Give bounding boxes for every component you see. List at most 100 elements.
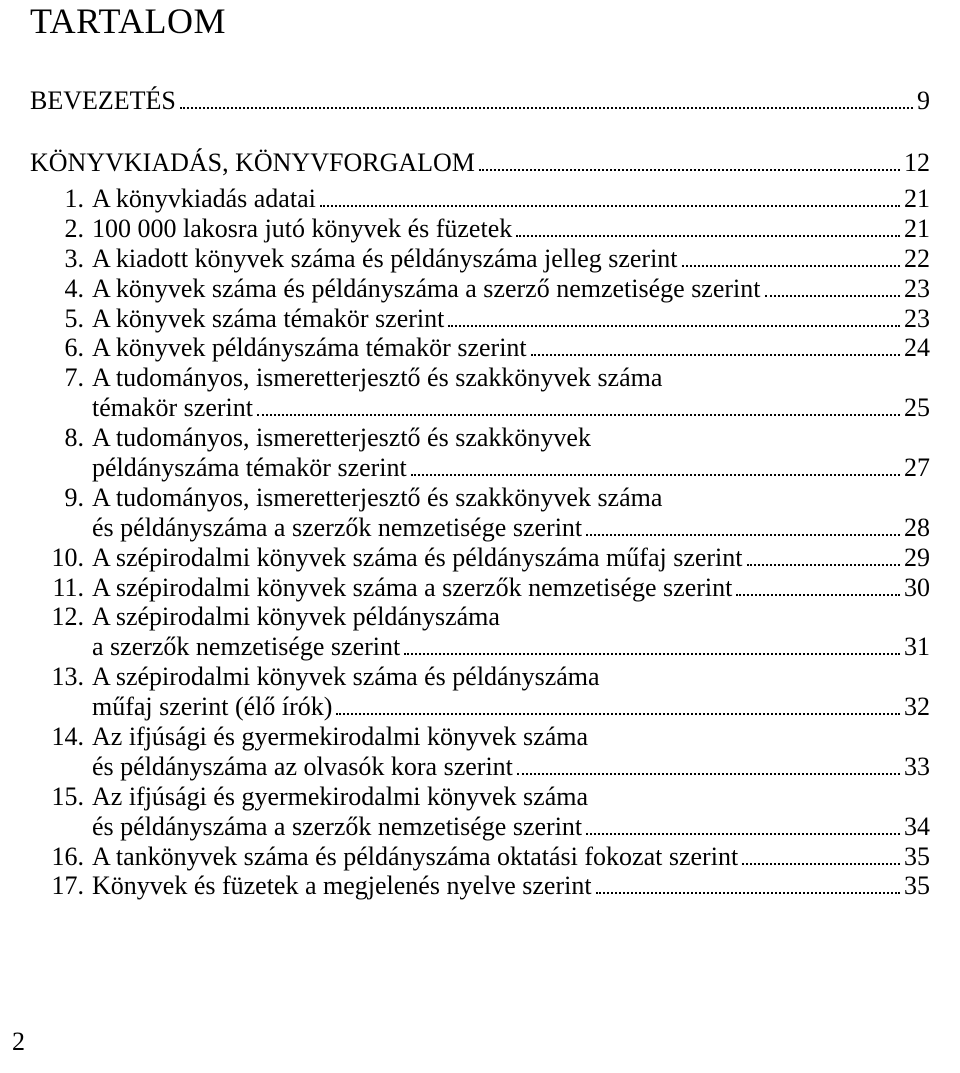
leader-dots <box>336 713 900 715</box>
toc-entry: 17.Könyvek és füzetek a megjelenés nyelv… <box>30 871 930 901</box>
toc-entry-label: A kiadott könyvek száma és példányszáma … <box>92 244 678 274</box>
toc-entry-page: 35 <box>904 871 930 901</box>
page-title: TARTALOM <box>30 0 930 42</box>
toc-section-bevezetes: BEVEZETÉS 9 <box>30 86 930 116</box>
toc-entry-label: és példányszáma az olvasók kora szerint <box>92 752 513 782</box>
toc-entry-number: 1. <box>30 184 92 214</box>
toc-entry-continuation: példányszáma témakör szerint 27 <box>30 453 930 483</box>
toc-entry-label: A szépirodalmi könyvek száma és példánys… <box>92 662 600 692</box>
toc-entry: 8.A tudományos, ismeretterjesztő és szak… <box>30 423 930 453</box>
leader-dots <box>257 414 900 416</box>
toc-entry-page: 23 <box>904 274 930 304</box>
toc-entry-label: A könyvek száma témakör szerint <box>92 304 444 334</box>
toc-entry-label: és példányszáma a szerzők nemzetisége sz… <box>92 812 582 842</box>
toc-entry-label: a szerzők nemzetisége szerint <box>92 632 400 662</box>
leader-dots <box>320 205 900 207</box>
toc-entry-page: 23 <box>904 304 930 334</box>
toc-entry: 14.Az ifjúsági és gyermekirodalmi könyve… <box>30 722 930 752</box>
leader-dots <box>742 863 900 865</box>
toc-entry-label: A szépirodalmi könyvek példányszáma <box>92 602 500 632</box>
leader-dots <box>411 474 900 476</box>
toc-entry-number: 8. <box>30 423 92 453</box>
toc-entry: 10.A szépirodalmi könyvek száma és példá… <box>30 543 930 573</box>
toc-entry: 5.A könyvek száma témakör szerint 23 <box>30 304 930 334</box>
toc-entry: 9.A tudományos, ismeretterjesztő és szak… <box>30 483 930 513</box>
toc-entry-number: 9. <box>30 483 92 513</box>
leader-dots <box>736 594 900 596</box>
toc-entry-number: 3. <box>30 244 92 274</box>
toc-entries: 1.A könyvkiadás adatai212.100 000 lakosr… <box>30 184 930 901</box>
toc-entry-label: témakör szerint <box>92 393 253 423</box>
leader-dots <box>516 235 900 237</box>
toc-entry-page: 33 <box>904 752 930 782</box>
leader-dots <box>765 295 901 297</box>
toc-entry-label: műfaj szerint (élő írók) <box>92 692 332 722</box>
toc-entry-label: A könyvek száma és példányszáma a szerző… <box>92 274 761 304</box>
toc-entry-number: 2. <box>30 214 92 244</box>
toc-entry-label: A tudományos, ismeretterjesztő és szakkö… <box>92 363 662 393</box>
toc-entry-page: 24 <box>904 333 930 363</box>
leader-dots <box>448 325 900 327</box>
toc-entry-page: 27 <box>904 453 930 483</box>
toc-entry-label: Az ifjúsági és gyermekirodalmi könyvek s… <box>92 722 588 752</box>
toc-entry-page: 22 <box>904 244 930 274</box>
toc-section-label: KÖNYVKIADÁS, KÖNYVFORGALOM <box>30 148 475 178</box>
toc-entry-label: Az ifjúsági és gyermekirodalmi könyvek s… <box>92 782 588 812</box>
toc-entry-page: 29 <box>904 543 930 573</box>
toc-entry-continuation: témakör szerint 25 <box>30 393 930 423</box>
toc-entry-label: A tankönyvek száma és példányszáma oktat… <box>92 842 738 872</box>
toc-entry: 2.100 000 lakosra jutó könyvek és füzete… <box>30 214 930 244</box>
leader-dots <box>596 892 900 894</box>
toc-entry-number: 4. <box>30 274 92 304</box>
toc-entry-label: 100 000 lakosra jutó könyvek és füzetek <box>92 214 512 244</box>
toc-entry-continuation: és példányszáma az olvasók kora szerint 3… <box>30 752 930 782</box>
document-page: TARTALOM BEVEZETÉS 9 KÖNYVKIADÁS, KÖNYVF… <box>0 0 960 1073</box>
toc-entry-label: A könyvek példányszáma témakör szerint <box>92 333 527 363</box>
toc-entry-number: 10. <box>30 543 92 573</box>
toc-entry-page: 30 <box>904 573 930 603</box>
toc-entry-page: 21 <box>904 214 930 244</box>
toc-entry-continuation: műfaj szerint (élő írók) 32 <box>30 692 930 722</box>
toc-entry-continuation: a szerzők nemzetisége szerint 31 <box>30 632 930 662</box>
leader-dots <box>479 169 900 171</box>
toc-entry-page: 35 <box>904 842 930 872</box>
toc-entry-number: 7. <box>30 363 92 393</box>
toc-entry-number: 12. <box>30 602 92 632</box>
toc-entry-page: 32 <box>904 692 930 722</box>
toc-entry: 6.A könyvek példányszáma témakör szerint… <box>30 333 930 363</box>
leader-dots <box>517 773 900 775</box>
toc-entry-number: 15. <box>30 782 92 812</box>
leader-dots <box>404 653 900 655</box>
toc-entry-page: 31 <box>904 632 930 662</box>
toc-section-konyvkiadas: KÖNYVKIADÁS, KÖNYVFORGALOM 12 <box>30 148 930 178</box>
toc-entry-label: A könyvkiadás adatai <box>92 184 316 214</box>
toc-entry: 3.A kiadott könyvek száma és példányszám… <box>30 244 930 274</box>
toc-section-page: 9 <box>917 86 930 116</box>
toc-entry-page: 25 <box>904 393 930 423</box>
toc-entry-number: 6. <box>30 333 92 363</box>
toc-entry: 15.Az ifjúsági és gyermekirodalmi könyve… <box>30 782 930 812</box>
leader-dots <box>586 534 900 536</box>
toc-entry-number: 16. <box>30 842 92 872</box>
toc-section-page: 12 <box>904 148 930 178</box>
toc-entry-label: A tudományos, ismeretterjesztő és szakkö… <box>92 483 662 513</box>
toc-entry-label: A szépirodalmi könyvek száma a szerzők n… <box>92 573 732 603</box>
toc-entry: 4.A könyvek száma és példányszáma a szer… <box>30 274 930 304</box>
toc-entry-label: A szépirodalmi könyvek száma és példánys… <box>92 543 743 573</box>
footer-page-number: 2 <box>12 1027 25 1057</box>
toc-entry-number: 13. <box>30 662 92 692</box>
toc-entry-page: 21 <box>904 184 930 214</box>
leader-dots <box>682 265 900 267</box>
spacer <box>30 122 930 148</box>
toc-entry-label: példányszáma témakör szerint <box>92 453 407 483</box>
toc-entry-continuation: és példányszáma a szerzők nemzetisége sz… <box>30 513 930 543</box>
toc-entry: 1.A könyvkiadás adatai 21 <box>30 184 930 214</box>
toc-entry: 7.A tudományos, ismeretterjesztő és szak… <box>30 363 930 393</box>
toc-entry-number: 5. <box>30 304 92 334</box>
leader-dots <box>180 107 913 109</box>
toc-entry-number: 17. <box>30 871 92 901</box>
toc-entry-number: 11. <box>30 573 92 603</box>
toc-entry-page: 28 <box>904 513 930 543</box>
toc-entry-page: 34 <box>904 812 930 842</box>
toc-section-label: BEVEZETÉS <box>30 86 176 116</box>
